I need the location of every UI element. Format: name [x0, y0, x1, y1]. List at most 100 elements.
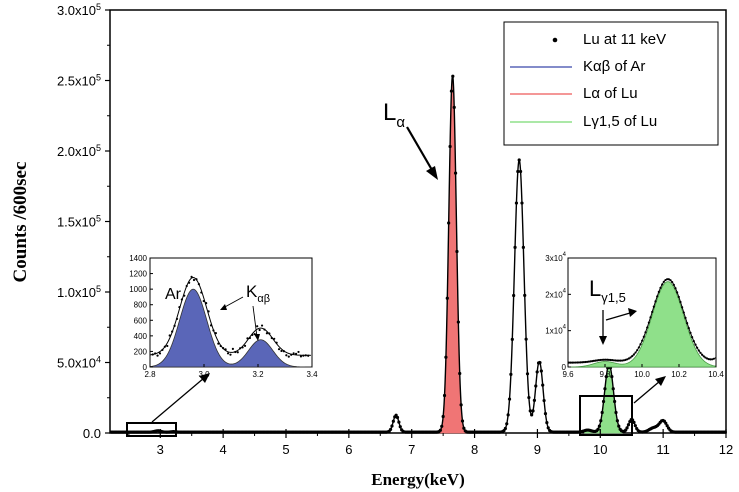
inset-right-point	[639, 343, 642, 346]
x-tick-label: 3	[157, 442, 164, 457]
data-point	[521, 245, 525, 249]
inset-right-point	[682, 311, 685, 314]
data-point	[520, 201, 524, 205]
inset-right-point	[657, 290, 660, 293]
data-point	[453, 171, 458, 175]
inset-left-point	[151, 353, 154, 356]
inset-right-point	[696, 346, 699, 349]
data-point	[532, 398, 537, 402]
data-point	[625, 426, 629, 430]
inset-left-k-arrowhead-2	[254, 334, 260, 341]
inset-right-point	[626, 358, 629, 361]
legend-label-text: Lγ1,5 of Lu	[583, 113, 657, 130]
inset-right-x-tick-label: 10.0	[634, 370, 650, 379]
main-chart: 3 4 5 6 7 8 9 10 11 120.05.0x1041.0x1051.5x1052.0…	[10, 2, 733, 489]
inset-right-point	[592, 359, 596, 362]
inset-left-point	[304, 354, 307, 357]
y-tick-label-exponent: 5	[96, 2, 101, 12]
x-tick-label: 6	[345, 442, 352, 457]
y-tick-label-exponent: 5	[96, 73, 101, 83]
inset-left-point	[290, 353, 293, 356]
data-point	[600, 410, 604, 415]
legend-label-text: Kαβ of Ar	[583, 58, 645, 75]
inset-right-point	[622, 359, 625, 362]
inset-right-point	[607, 358, 610, 361]
inset-right-point	[704, 356, 707, 359]
data-point	[505, 422, 509, 426]
inset-left-point	[195, 278, 198, 281]
data-point	[452, 105, 456, 109]
inset-left-point	[273, 337, 276, 340]
inset-right-point	[686, 322, 689, 325]
inset-left-point	[200, 291, 203, 294]
annotations: Lα	[126, 99, 666, 437]
data-point	[449, 89, 454, 93]
inset-right-point	[576, 361, 579, 364]
inset-right-point	[614, 359, 617, 362]
inset-left-point	[183, 294, 186, 297]
inset-right-y-tick-label: 1x104	[545, 325, 566, 336]
inset-right-point	[616, 359, 619, 362]
inset-right-point	[701, 353, 704, 356]
inset-right-arrow-2	[605, 312, 631, 321]
inset-left-point	[265, 332, 269, 335]
data-point	[460, 419, 465, 423]
inset-left-point	[207, 310, 210, 313]
data-point	[448, 144, 452, 149]
data-point	[524, 337, 528, 341]
y-tick-label-mantissa: 3.0x10	[57, 3, 96, 18]
data-point	[506, 413, 510, 417]
inset-left-point	[292, 352, 295, 355]
inset-right-point	[569, 361, 572, 364]
legend-label: Lu at 11 keV	[583, 31, 666, 48]
inset-right-point	[571, 361, 574, 364]
inset-left-point	[243, 344, 247, 347]
l-alpha-arrow-shaft	[406, 126, 433, 171]
inset-left-point	[185, 284, 188, 288]
data-point	[513, 245, 517, 249]
data-point	[613, 399, 617, 404]
data-point	[503, 426, 507, 431]
data-point	[451, 74, 455, 78]
inset-left-k-arrow-2	[252, 305, 258, 338]
data-point	[514, 201, 519, 205]
inset-right-arrowhead-1	[599, 336, 607, 345]
inset-left-fill	[149, 288, 313, 368]
data-point	[538, 361, 542, 365]
data-point	[599, 419, 603, 423]
data-point	[543, 411, 548, 416]
inset-right-point	[619, 359, 622, 362]
data-point	[455, 249, 459, 254]
inset-left-k-main: K	[246, 282, 258, 301]
peak-fill-l-alpha	[433, 74, 472, 434]
inset-left-point	[156, 354, 159, 357]
inset-left-point	[212, 329, 215, 332]
x-tick-label: 10	[593, 442, 607, 457]
data-point	[665, 424, 669, 428]
inset-left-y-tick-label: 600	[134, 316, 148, 325]
inset-right-l-sub: γ1,5	[601, 290, 626, 305]
legend-label-text: Lu at 11 keV	[583, 31, 666, 48]
inset-left-point	[173, 324, 176, 327]
l-alpha-label: Lα	[383, 99, 405, 131]
inset-right-x-tick-label: 9.8	[599, 370, 611, 379]
inset-right-point	[644, 331, 647, 334]
inset-right-point	[691, 336, 694, 339]
inset-right-point	[631, 355, 634, 358]
data-point	[604, 375, 608, 379]
data-point	[603, 387, 607, 391]
inset-right-point	[597, 359, 601, 362]
inset-left-point	[166, 344, 169, 348]
y-tick-label-mantissa: 1.5x10	[57, 215, 96, 230]
inset-right-point	[677, 295, 680, 299]
inset-right-y-tick-label-mantissa: 2x10	[545, 290, 563, 299]
inset-right-point	[666, 278, 669, 281]
data-point	[610, 375, 614, 379]
inset-left-point	[234, 350, 237, 354]
inset-right-point	[699, 351, 702, 354]
inset-left-point	[217, 342, 220, 345]
inset-left-point	[163, 345, 166, 348]
inset-left-point	[246, 337, 249, 340]
inset-right-point	[642, 335, 645, 338]
